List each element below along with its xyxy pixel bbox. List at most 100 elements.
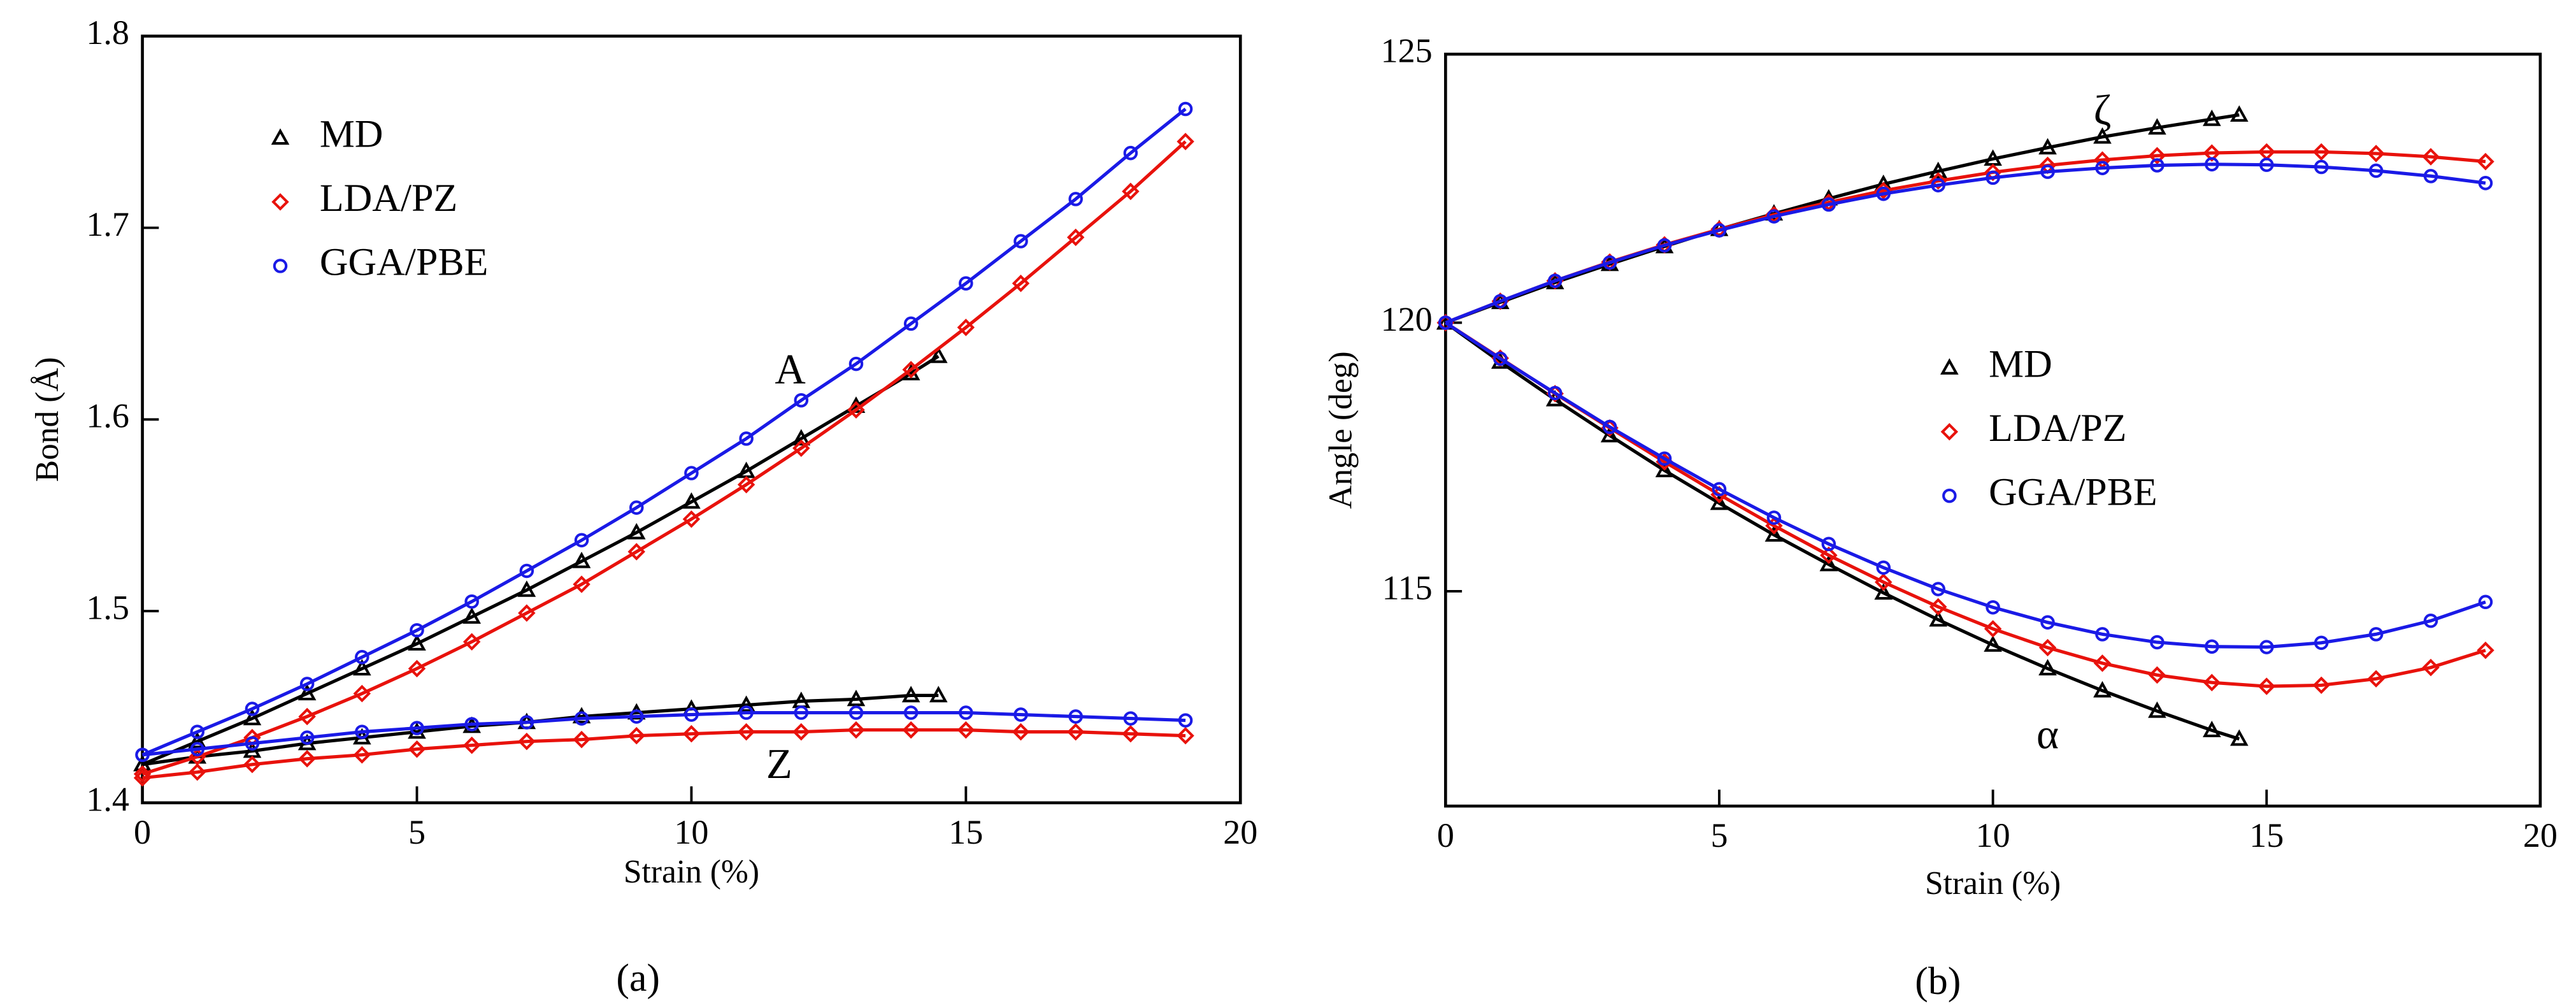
y-tick-label: 1.6 <box>86 397 129 435</box>
marker-circle <box>2205 639 2219 654</box>
marker-diamond <box>682 724 701 743</box>
marker-circle <box>2095 161 2110 175</box>
marker-circle <box>2095 627 2110 642</box>
marker-diamond <box>1875 573 1893 591</box>
y-tick-label: 1.4 <box>86 780 129 818</box>
marker-triangle <box>2229 729 2249 746</box>
marker-triangle <box>1984 635 2002 652</box>
marker-diamond <box>2422 148 2440 166</box>
marker-diamond <box>1929 172 1947 190</box>
marker-circle <box>2314 159 2329 175</box>
marker-triangle <box>1600 426 1619 443</box>
marker-circle <box>1178 713 1193 728</box>
fit-line <box>142 728 1186 780</box>
marker-triangle <box>737 695 755 712</box>
x-axis-label: Strain (%) <box>624 854 759 890</box>
marker-circle <box>1712 482 1727 497</box>
marker-circle <box>519 715 534 730</box>
marker-triangle <box>1655 461 1674 477</box>
legend-label: GGA/PBE <box>1989 470 2157 514</box>
x-tick-label: 15 <box>948 813 983 851</box>
marker-circle <box>1493 351 1508 366</box>
marker-triangle <box>572 707 591 724</box>
marker-diamond <box>408 659 426 678</box>
marker-diamond <box>902 361 920 378</box>
marker-diamond <box>2367 670 2385 688</box>
marker-circle <box>2150 158 2165 173</box>
marker-diamond <box>1875 182 1893 199</box>
marker-circle <box>2259 157 2274 172</box>
x-tick-label: 20 <box>2523 816 2558 854</box>
legend-label: MD <box>320 113 383 156</box>
marker-circle <box>1123 711 1138 726</box>
marker-diamond <box>1012 723 1030 741</box>
y-tick-label: 1.7 <box>86 205 129 243</box>
marker-diamond <box>353 684 371 703</box>
marker-triangle <box>1874 583 1893 600</box>
marker-diamond <box>2148 147 2166 165</box>
marker-triangle <box>1819 554 1838 572</box>
x-tick-label: 5 <box>1710 816 1728 854</box>
marker-triangle <box>408 634 426 651</box>
marker-triangle <box>2148 701 2166 718</box>
marker-diamond <box>1122 182 1140 201</box>
legend-label: LDA/PZ <box>320 176 457 220</box>
x-tick-label: 0 <box>134 813 151 851</box>
marker-circle <box>1178 101 1193 117</box>
marker-triangle <box>682 492 701 509</box>
marker-circle <box>2040 615 2055 630</box>
marker-circle <box>848 356 864 371</box>
marker-diamond <box>133 769 152 787</box>
marker-diamond <box>573 730 590 749</box>
fit-line <box>141 354 940 767</box>
legend-label: LDA/PZ <box>1989 407 2126 450</box>
marker-diamond <box>2203 144 2221 162</box>
marker-triangle <box>847 689 866 707</box>
y-tick-label: 125 <box>1381 31 1433 69</box>
marker-triangle <box>2093 680 2112 698</box>
marker-triangle <box>352 659 371 676</box>
marker-triangle <box>792 429 811 446</box>
marker-circle <box>629 709 644 724</box>
marker-triangle <box>2203 721 2221 737</box>
marker-diamond <box>298 707 316 726</box>
marker-diamond <box>1177 726 1194 745</box>
marker-diamond <box>1066 228 1085 247</box>
marker-diamond <box>1066 723 1085 741</box>
marker-circle <box>2368 627 2384 642</box>
marker-circle <box>2368 163 2384 178</box>
legend-marker <box>273 259 288 273</box>
marker-circle <box>1986 170 2000 185</box>
legend-label: GGA/PBE <box>320 241 489 284</box>
fit-line <box>1445 113 2240 324</box>
curve-annotation: α <box>2036 710 2059 758</box>
y-tick-label: 120 <box>1381 300 1433 338</box>
marker-diamond <box>682 510 701 528</box>
marker-diamond <box>1820 546 1838 565</box>
marker-triangle <box>462 607 482 624</box>
marker-circle <box>1013 234 1028 248</box>
marker-circle <box>1123 145 1138 161</box>
marker-circle <box>1876 560 1891 575</box>
marker-circle <box>1547 273 1563 288</box>
marker-diamond <box>408 740 426 758</box>
marker-triangle <box>517 580 536 597</box>
x-tick-label: 10 <box>674 813 708 851</box>
marker-diamond <box>1012 274 1030 292</box>
marker-circle <box>1712 223 1727 238</box>
marker-circle <box>684 707 699 722</box>
marker-diamond <box>1984 620 2002 638</box>
marker-circle <box>959 705 973 720</box>
marker-circle <box>739 705 754 720</box>
legend-marker <box>271 193 289 211</box>
legend-label: MD <box>1989 342 2052 385</box>
marker-triangle <box>929 686 948 703</box>
marker-circle <box>1068 192 1083 206</box>
marker-circle <box>629 500 644 515</box>
marker-circle <box>1493 294 1508 309</box>
marker-diamond <box>902 721 920 739</box>
marker-circle <box>1986 600 2000 615</box>
marker-diamond <box>2477 152 2494 171</box>
marker-diamond <box>2148 666 2166 684</box>
